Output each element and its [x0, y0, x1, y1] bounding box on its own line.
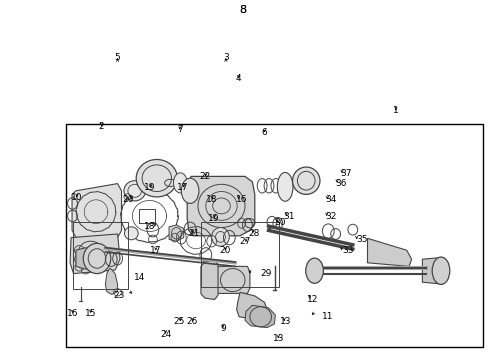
Text: 13: 13	[280, 317, 292, 326]
Text: 16: 16	[236, 195, 248, 204]
Text: 25: 25	[173, 317, 185, 326]
Text: 3: 3	[223, 53, 229, 62]
Text: 12: 12	[307, 294, 318, 303]
Bar	[139, 209, 155, 223]
Text: 7: 7	[177, 125, 183, 134]
Text: 13: 13	[272, 334, 284, 343]
Ellipse shape	[432, 257, 450, 284]
Text: 27: 27	[240, 238, 251, 247]
Ellipse shape	[173, 173, 187, 193]
Text: 10: 10	[71, 193, 83, 202]
Polygon shape	[70, 234, 120, 274]
Text: 5: 5	[115, 53, 121, 62]
Ellipse shape	[136, 159, 177, 197]
Text: 20: 20	[122, 195, 134, 204]
Text: 23: 23	[113, 291, 124, 300]
Bar	[66, 124, 483, 347]
Bar	[201, 222, 279, 287]
Ellipse shape	[124, 227, 138, 240]
Text: 22: 22	[199, 172, 210, 181]
Text: 33: 33	[342, 247, 354, 256]
Text: 17: 17	[150, 247, 162, 256]
Text: 28: 28	[248, 229, 260, 238]
Text: 36: 36	[335, 179, 346, 188]
Text: 9: 9	[220, 324, 226, 333]
Text: 19: 19	[144, 183, 155, 192]
Polygon shape	[76, 248, 91, 269]
Text: 16: 16	[67, 309, 78, 318]
Polygon shape	[216, 266, 250, 293]
Text: 1: 1	[393, 106, 399, 115]
Ellipse shape	[181, 178, 199, 203]
Text: 8: 8	[239, 5, 246, 15]
Text: 2: 2	[98, 122, 104, 131]
Text: 21: 21	[188, 229, 199, 238]
Ellipse shape	[293, 167, 320, 194]
Polygon shape	[187, 176, 255, 236]
Polygon shape	[201, 260, 218, 300]
Polygon shape	[368, 238, 412, 266]
Text: 34: 34	[325, 195, 337, 204]
Text: 18: 18	[206, 195, 218, 204]
Text: 32: 32	[325, 212, 337, 220]
Text: 30: 30	[274, 218, 286, 227]
Text: 37: 37	[341, 169, 352, 178]
Ellipse shape	[277, 172, 293, 201]
Text: 6: 6	[262, 128, 268, 137]
Polygon shape	[105, 268, 118, 294]
Ellipse shape	[306, 258, 323, 283]
Polygon shape	[245, 305, 275, 328]
Text: 15: 15	[85, 309, 97, 318]
Ellipse shape	[212, 228, 229, 246]
Text: 4: 4	[236, 74, 242, 83]
Text: 20: 20	[220, 247, 231, 256]
Bar	[73, 222, 128, 289]
Polygon shape	[422, 258, 442, 284]
Text: 18: 18	[144, 222, 155, 231]
Polygon shape	[72, 184, 122, 238]
Text: 35: 35	[356, 235, 368, 244]
Text: 14: 14	[134, 273, 146, 282]
Text: 17: 17	[176, 183, 188, 192]
Text: 19: 19	[208, 214, 220, 222]
Text: 29: 29	[260, 269, 272, 278]
Text: 24: 24	[160, 330, 171, 339]
Polygon shape	[237, 292, 267, 320]
Text: 26: 26	[186, 317, 198, 326]
Polygon shape	[169, 225, 184, 241]
Text: 8: 8	[239, 5, 246, 15]
Ellipse shape	[83, 243, 111, 274]
Ellipse shape	[124, 181, 146, 201]
Text: 11: 11	[321, 311, 333, 320]
Text: 31: 31	[283, 212, 294, 220]
